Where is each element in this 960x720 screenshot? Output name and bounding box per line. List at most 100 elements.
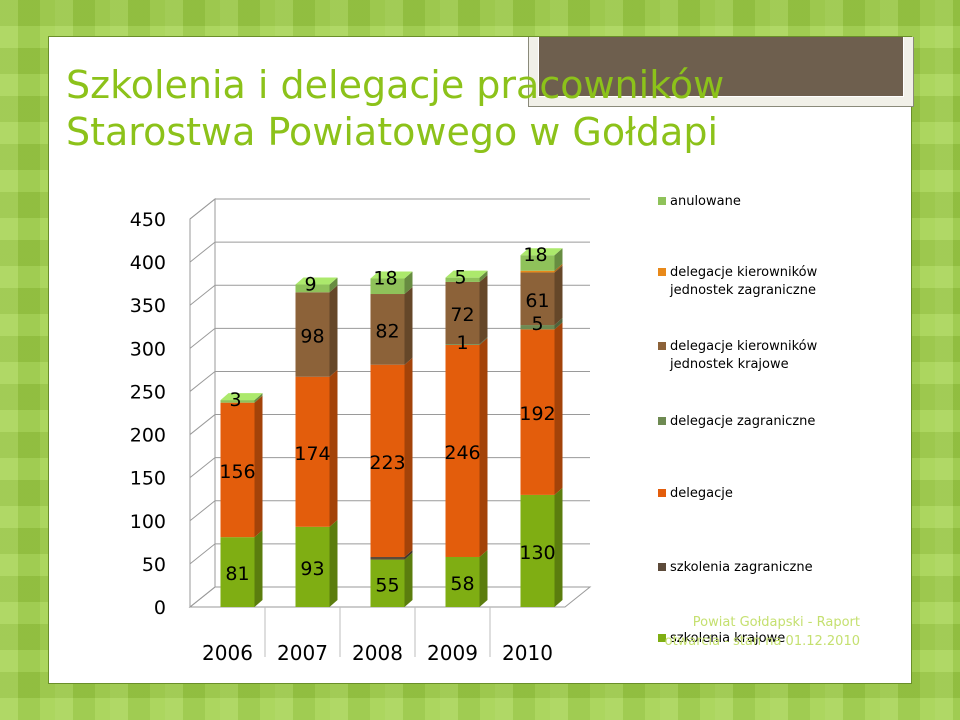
slide-title: Szkolenia i delegacje pracowników Staros…	[66, 62, 724, 156]
legend-item: anulowane	[658, 194, 741, 209]
y-tick-label: 50	[142, 554, 166, 576]
legend-swatch	[658, 563, 666, 571]
bar-segment-side	[404, 287, 413, 365]
data-label: 192	[519, 403, 555, 425]
data-label: 55	[375, 574, 399, 596]
bar-segment	[445, 274, 488, 345]
bar-top-face	[370, 271, 413, 279]
x-tick-label: 2010	[502, 641, 553, 665]
bar-segment	[370, 287, 413, 365]
bar-segment-side	[329, 285, 338, 377]
bar-segment	[445, 549, 488, 607]
bar-segment-front	[220, 402, 255, 538]
y-tick-label: 0	[154, 597, 166, 619]
data-label: 5	[531, 313, 543, 335]
bar-segment	[295, 277, 338, 293]
bar-segment	[295, 369, 338, 527]
data-label: 174	[294, 443, 330, 465]
gridline	[189, 241, 590, 263]
footer-text: Powiat Gołdapski - Raport otwarcia - sta…	[664, 615, 860, 649]
x-tick-label: 2008	[352, 641, 403, 665]
bar-segment-front	[520, 270, 555, 273]
bar-segment-side	[479, 337, 488, 557]
bar-segment-front	[370, 294, 405, 365]
data-label: 9	[304, 274, 316, 296]
bar-segment-front	[370, 556, 405, 560]
data-label: 223	[369, 452, 405, 474]
legend-item: delegacje	[658, 486, 733, 501]
bar-segment-side	[254, 530, 263, 607]
bar-segment-side	[404, 271, 413, 295]
bar-segment-front	[445, 281, 480, 345]
bar-segment-front	[220, 400, 255, 403]
legend-swatch	[658, 342, 666, 350]
legend-label: szkolenia zagraniczne	[670, 560, 813, 575]
slide-title-line-2: Starostwa Powiatowego w Gołdapi	[66, 110, 719, 154]
data-label: 58	[450, 573, 474, 595]
bar-segment	[520, 248, 563, 271]
bar-segment-side	[554, 263, 563, 273]
bar-segment-front	[295, 376, 330, 527]
legend-item: delegacje zagraniczne	[658, 414, 815, 429]
bar-segment	[370, 271, 413, 295]
bar-segment-front	[445, 277, 480, 282]
data-label: 130	[519, 542, 555, 564]
legend-swatch	[658, 197, 666, 205]
bar-segment-front	[520, 272, 555, 326]
bar-segment	[445, 337, 488, 345]
data-label: 82	[375, 320, 399, 342]
bar-segment-front	[370, 364, 405, 557]
x-tick-label: 2007	[277, 641, 328, 665]
data-label: 5	[454, 267, 466, 289]
bar-segment-side	[554, 318, 563, 330]
bar-top-face	[520, 248, 563, 256]
x-tick-label: 2006	[202, 641, 253, 665]
bar-top-face	[295, 277, 338, 285]
bar-segment-side	[254, 395, 263, 538]
bar-segment-side	[554, 265, 563, 326]
bar-segment	[370, 357, 413, 557]
data-label: 81	[225, 563, 249, 585]
y-tick-label: 100	[130, 511, 166, 533]
gridline	[189, 198, 590, 220]
y-tick-label: 300	[130, 338, 166, 360]
bar-segment-front	[520, 329, 555, 495]
bar-segment	[445, 270, 488, 282]
chart-side-wall	[189, 197, 216, 609]
data-label: 1	[456, 332, 468, 354]
bar-segment	[520, 265, 563, 326]
legend-swatch	[658, 634, 666, 642]
y-tick-label: 450	[130, 209, 166, 231]
y-tick-label: 400	[130, 252, 166, 274]
bar-segment	[370, 549, 413, 560]
data-label: 93	[300, 558, 324, 580]
bar-segment-side	[554, 248, 563, 271]
data-label: 72	[450, 304, 474, 326]
bar-segment-front	[445, 344, 480, 345]
bar-segment-front	[370, 559, 405, 607]
legend-label: delegacje	[670, 486, 733, 501]
bar-segment	[370, 552, 413, 607]
bar-segment	[220, 393, 263, 403]
bar-segment-front	[370, 278, 405, 295]
bar-segment-front	[295, 284, 330, 293]
bar-segment	[520, 322, 563, 495]
legend-label: anulowane	[670, 194, 741, 209]
legend-swatch	[658, 417, 666, 425]
legend-label: delegacje zagraniczne	[670, 414, 815, 429]
bar-segment-front	[220, 537, 255, 607]
legend-label: jednostek zagraniczne	[669, 283, 816, 298]
legend-label: jednostek krajowe	[669, 357, 789, 372]
bar-segment-side	[404, 552, 413, 607]
data-label: 156	[219, 461, 255, 483]
legend-label: delegacje kierowników	[670, 339, 818, 354]
bar-segment-side	[329, 519, 338, 607]
bar-segment-side	[254, 393, 263, 403]
bar-segment-side	[479, 274, 488, 345]
bar-segment	[220, 395, 263, 538]
legend-label: delegacje kierowników	[670, 265, 818, 280]
slide-title-line-1: Szkolenia i delegacje pracowników	[66, 63, 725, 107]
bar-segment	[520, 263, 563, 273]
legend-label: szkolenia krajowe	[670, 631, 785, 646]
